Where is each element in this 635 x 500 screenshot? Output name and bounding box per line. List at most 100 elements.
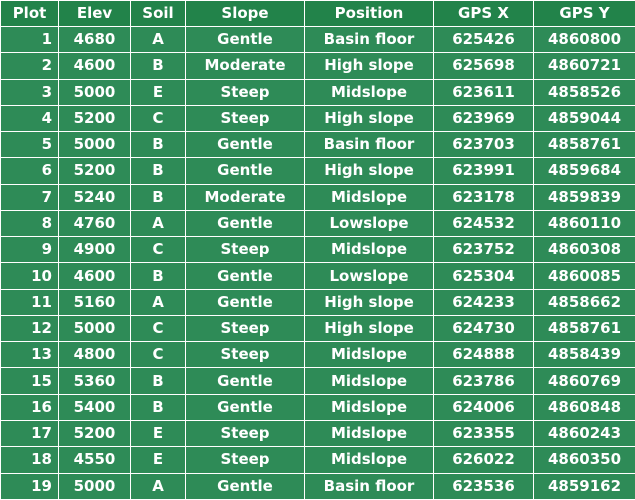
cell-plot: 9	[0, 236, 59, 264]
header-row: Plot Elev Soil Slope Position GPS X GPS …	[0, 0, 635, 27]
table-row: 17 5200 E Steep Midslope 623355 4860243	[0, 419, 635, 448]
cell-gps-x: 626022	[433, 446, 534, 474]
cell-elev: 4600	[58, 262, 131, 290]
table-row: 19 5000 A Gentle Basin floor 623536 4859162	[0, 472, 635, 500]
cell-plot: 11	[0, 288, 59, 316]
column-header-gps-y: GPS Y	[533, 0, 635, 27]
column-header-slope: Slope	[185, 0, 305, 27]
table-row: 1 4680 A Gentle Basin floor 625426 4860800	[0, 25, 635, 54]
cell-soil: B	[130, 262, 186, 290]
cell-elev: 5160	[58, 288, 131, 316]
cell-gps-x: 625304	[433, 262, 534, 290]
table-row: 3 5000 E Steep Midslope 623611 4858526	[0, 78, 635, 106]
cell-slope: Gentle	[185, 25, 305, 54]
cell-slope: Steep	[185, 314, 305, 343]
column-header-gps-x: GPS X	[433, 0, 534, 27]
cell-position: Basin floor	[304, 472, 434, 500]
cell-gps-y: 4860721	[533, 52, 635, 80]
cell-soil: B	[130, 157, 186, 185]
cell-slope: Gentle	[185, 157, 305, 185]
cell-gps-x: 624006	[433, 393, 534, 421]
cell-soil: B	[130, 367, 186, 395]
cell-gps-y: 4860110	[533, 209, 635, 238]
cell-soil: E	[130, 78, 186, 106]
cell-gps-y: 4860848	[533, 393, 635, 421]
cell-gps-x: 623703	[433, 131, 534, 159]
cell-elev: 4600	[58, 52, 131, 80]
cell-slope: Steep	[185, 236, 305, 264]
cell-elev: 4680	[58, 25, 131, 54]
cell-position: Midslope	[304, 419, 434, 448]
cell-gps-x: 624888	[433, 341, 534, 369]
column-header-soil: Soil	[130, 0, 186, 27]
cell-position: High slope	[304, 157, 434, 185]
cell-gps-x: 623752	[433, 236, 534, 264]
cell-position: Midslope	[304, 367, 434, 395]
cell-soil: B	[130, 183, 186, 211]
cell-position: Basin floor	[304, 131, 434, 159]
cell-gps-y: 4860243	[533, 419, 635, 448]
cell-plot: 5	[0, 131, 59, 159]
cell-position: Basin floor	[304, 25, 434, 54]
cell-soil: A	[130, 288, 186, 316]
column-header-position: Position	[304, 0, 434, 27]
cell-gps-y: 4858761	[533, 131, 635, 159]
cell-plot: 10	[0, 262, 59, 290]
cell-soil: E	[130, 419, 186, 448]
cell-position: Midslope	[304, 393, 434, 421]
table-row: 2 4600 B Moderate High slope 625698 4860721	[0, 52, 635, 80]
cell-position: Midslope	[304, 78, 434, 106]
cell-soil: B	[130, 52, 186, 80]
table-row: 10 4600 B Gentle Lowslope 625304 4860085	[0, 262, 635, 290]
cell-slope: Steep	[185, 104, 305, 133]
cell-elev: 5200	[58, 104, 131, 133]
cell-gps-y: 4859162	[533, 472, 635, 500]
table-row: 12 5000 C Steep High slope 624730 4858761	[0, 314, 635, 343]
cell-slope: Moderate	[185, 183, 305, 211]
cell-slope: Gentle	[185, 131, 305, 159]
cell-gps-x: 623355	[433, 419, 534, 448]
cell-plot: 3	[0, 78, 59, 106]
cell-plot: 2	[0, 52, 59, 80]
cell-plot: 6	[0, 157, 59, 185]
cell-gps-y: 4858439	[533, 341, 635, 369]
cell-elev: 4550	[58, 446, 131, 474]
cell-gps-x: 625698	[433, 52, 534, 80]
cell-gps-y: 4858761	[533, 314, 635, 343]
column-header-plot: Plot	[0, 0, 59, 27]
cell-plot: 16	[0, 393, 59, 421]
table-row: 8 4760 A Gentle Lowslope 624532 4860110	[0, 209, 635, 238]
cell-gps-y: 4860308	[533, 236, 635, 264]
cell-elev: 5000	[58, 472, 131, 500]
cell-slope: Steep	[185, 341, 305, 369]
cell-soil: A	[130, 472, 186, 500]
cell-elev: 5000	[58, 131, 131, 159]
cell-position: High slope	[304, 288, 434, 316]
table-row: 5 5000 B Gentle Basin floor 623703 4858761	[0, 131, 635, 159]
cell-slope: Gentle	[185, 209, 305, 238]
cell-soil: C	[130, 236, 186, 264]
cell-slope: Gentle	[185, 262, 305, 290]
cell-elev: 5200	[58, 419, 131, 448]
cell-soil: B	[130, 131, 186, 159]
cell-elev: 4900	[58, 236, 131, 264]
cell-gps-y: 4860769	[533, 367, 635, 395]
table-row: 15 5360 B Gentle Midslope 623786 4860769	[0, 367, 635, 395]
cell-gps-x: 623969	[433, 104, 534, 133]
cell-gps-y: 4858526	[533, 78, 635, 106]
table-row: 7 5240 B Moderate Midslope 623178 4859839	[0, 183, 635, 211]
cell-soil: B	[130, 393, 186, 421]
cell-plot: 18	[0, 446, 59, 474]
cell-gps-x: 624730	[433, 314, 534, 343]
cell-position: High slope	[304, 314, 434, 343]
cell-slope: Gentle	[185, 393, 305, 421]
table-row: 11 5160 A Gentle High slope 624233 4858662	[0, 288, 635, 316]
cell-position: Midslope	[304, 183, 434, 211]
cell-gps-y: 4860800	[533, 25, 635, 54]
cell-position: Lowslope	[304, 262, 434, 290]
table-row: 18 4550 E Steep Midslope 626022 4860350	[0, 446, 635, 474]
cell-position: Midslope	[304, 446, 434, 474]
cell-plot: 4	[0, 104, 59, 133]
cell-elev: 5400	[58, 393, 131, 421]
